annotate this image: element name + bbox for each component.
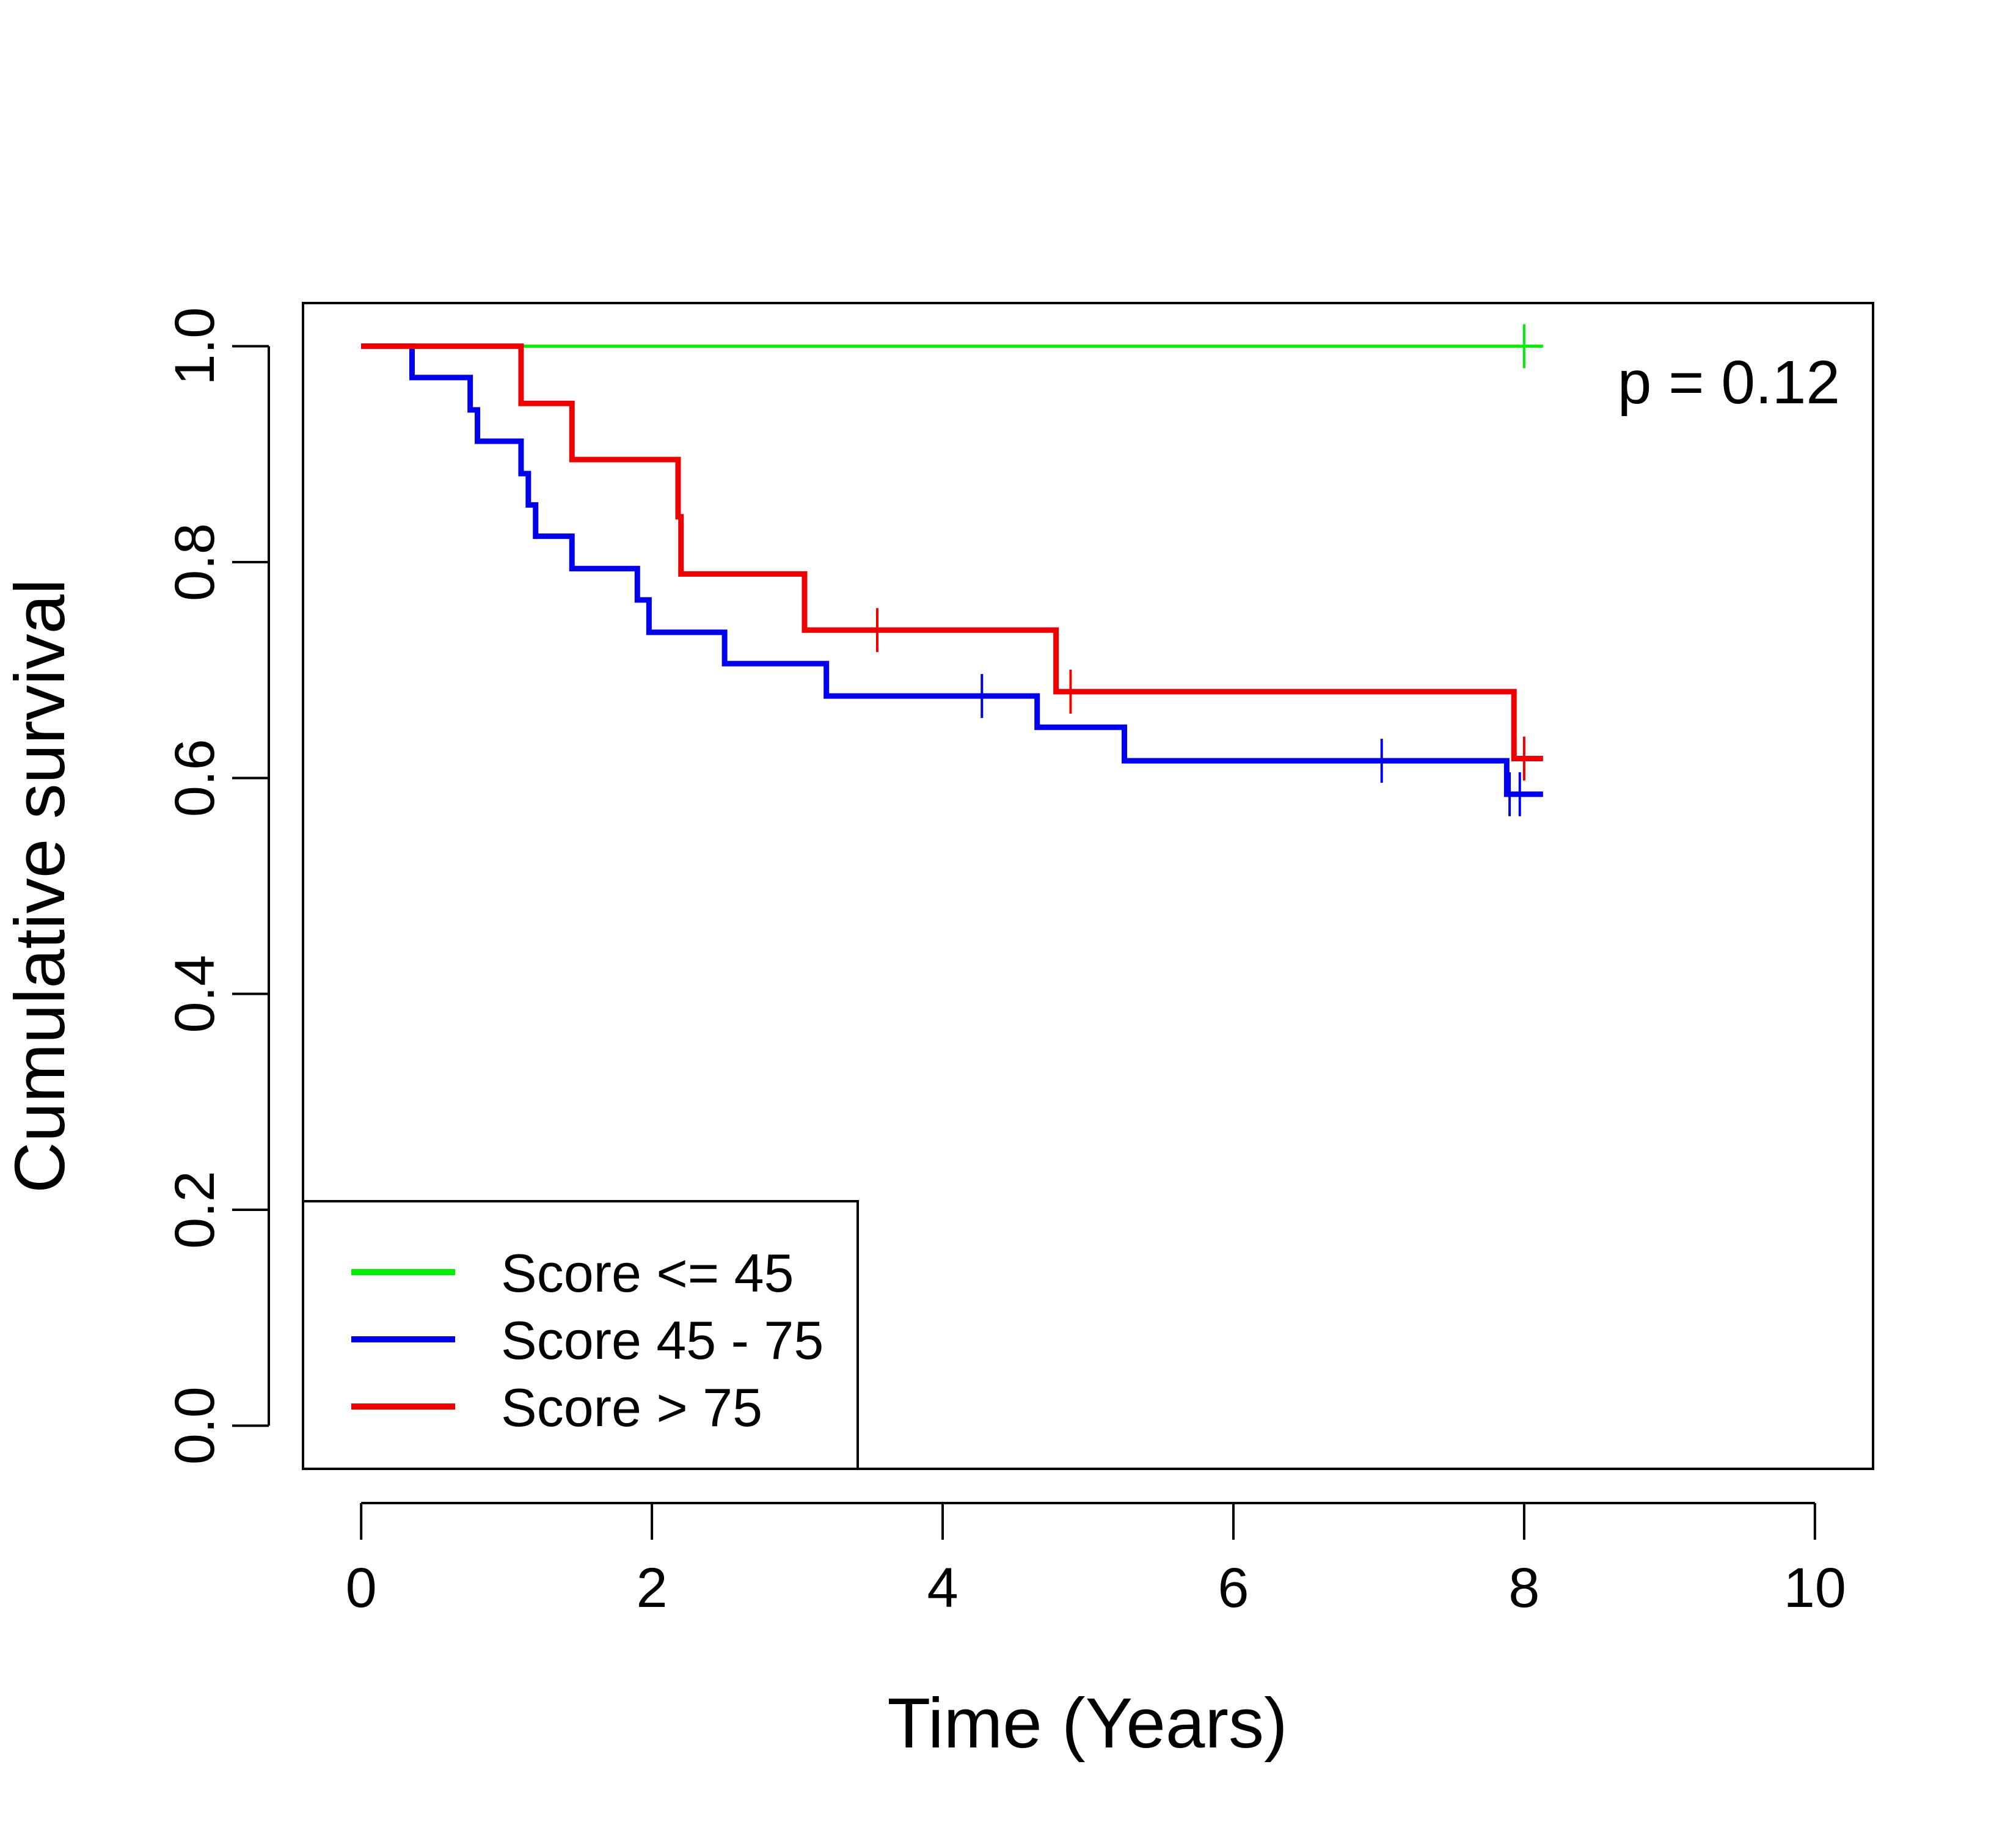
x-tick-label: 6 bbox=[1218, 1557, 1249, 1619]
y-tick-label: 0.8 bbox=[164, 523, 226, 601]
y-tick-label: 0.6 bbox=[164, 739, 226, 817]
legend-box bbox=[302, 1200, 859, 1470]
y-axis-label: Cumulative survival bbox=[0, 579, 79, 1193]
legend-label: Score 45 - 75 bbox=[501, 1310, 824, 1370]
legend-entries: Score <= 45 Score 45 - 75 Score > 75 bbox=[351, 1243, 824, 1438]
x-tick-label: 0 bbox=[346, 1557, 377, 1619]
y-tick-label: 0.2 bbox=[164, 1171, 226, 1249]
series-line bbox=[361, 343, 1543, 762]
y-tick-label: 0.0 bbox=[164, 1386, 226, 1465]
legend-label: Score <= 45 bbox=[501, 1243, 794, 1303]
y-tick-label: 0.4 bbox=[164, 955, 226, 1033]
plot-frame bbox=[302, 302, 1874, 1470]
x-tick-label: 2 bbox=[637, 1557, 668, 1619]
x-tick-label: 8 bbox=[1508, 1557, 1539, 1619]
axes: 0 2 4 6 8 10 0.0 0.2 0.4 0.6 0.8 1.0 bbox=[164, 307, 1846, 1619]
legend-label: Score > 75 bbox=[501, 1377, 762, 1438]
x-tick-label: 4 bbox=[927, 1557, 958, 1619]
y-tick-label: 1.0 bbox=[164, 307, 226, 386]
x-tick-label: 10 bbox=[1784, 1557, 1846, 1619]
legend: Score <= 45 Score 45 - 75 Score > 75 bbox=[302, 1200, 859, 1470]
series-line bbox=[361, 343, 1543, 797]
p-value-annotation: p = 0.12 bbox=[1618, 348, 1840, 417]
plot-lines bbox=[361, 324, 1543, 816]
x-axis-label: Time (Years) bbox=[887, 1683, 1287, 1763]
